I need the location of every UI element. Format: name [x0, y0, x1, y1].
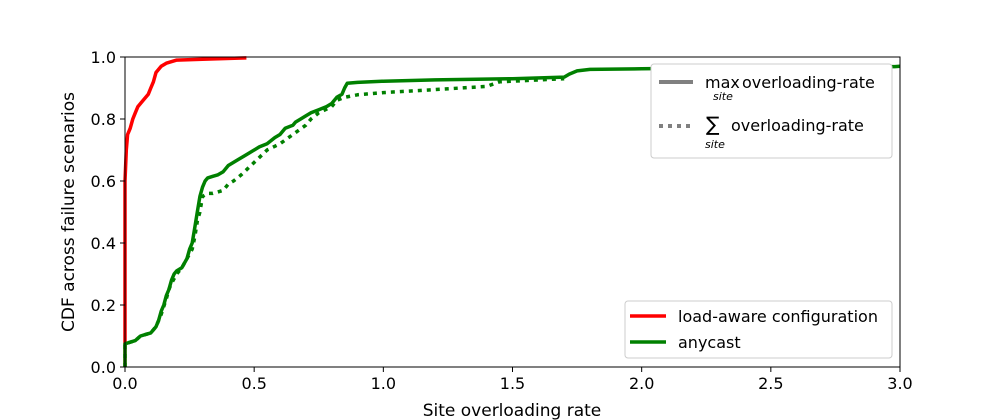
legend-max-label: overloading-rate	[742, 73, 875, 92]
y-tick-label: 1.0	[91, 48, 116, 67]
x-tick-label: 0.0	[112, 374, 137, 393]
x-tick-label: 2.0	[629, 374, 654, 393]
y-tick-label: 0.6	[91, 172, 116, 191]
series-legend: load-aware configuration anycast	[624, 300, 893, 359]
y-tick-label: 0.2	[91, 296, 116, 315]
style-legend: max overloading-rate site ∑ overloading-…	[650, 63, 893, 159]
x-tick-label: 0.5	[241, 374, 266, 393]
style-legend-box	[650, 63, 893, 159]
x-tick-label: 1.5	[500, 374, 525, 393]
y-tick-label: 0.4	[91, 234, 116, 253]
x-axis-title: Site overloading rate	[423, 401, 602, 420]
x-tick-label: 3.0	[887, 374, 912, 393]
legend-load-aware-label: load-aware configuration	[678, 307, 878, 326]
series-line-0	[123, 56, 247, 367]
ticks-layer: 0.0 0.5 1.0 1.5 2.0 2.5 3.0 0.0 0.2 0.4 0.6 0.8 1.0	[91, 48, 913, 393]
legend-max-prefix: max	[705, 73, 740, 92]
legend-sum-prefix: ∑	[706, 112, 720, 136]
y-tick-label: 0.8	[91, 110, 116, 129]
legend-max-sub: site	[713, 90, 733, 103]
series-legend-box	[624, 300, 893, 359]
x-tick-label: 2.5	[758, 374, 783, 393]
y-axis-title: CDF across failure scenarios	[59, 92, 79, 332]
legend-anycast-label: anycast	[678, 333, 741, 352]
y-tick-label: 0.0	[91, 358, 116, 377]
legend-sum-sub: site	[705, 138, 725, 151]
series-layer	[123, 56, 901, 367]
x-tick-label: 1.0	[371, 374, 396, 393]
series-line-2	[123, 76, 565, 367]
legend-sum-label: overloading-rate	[731, 116, 864, 135]
